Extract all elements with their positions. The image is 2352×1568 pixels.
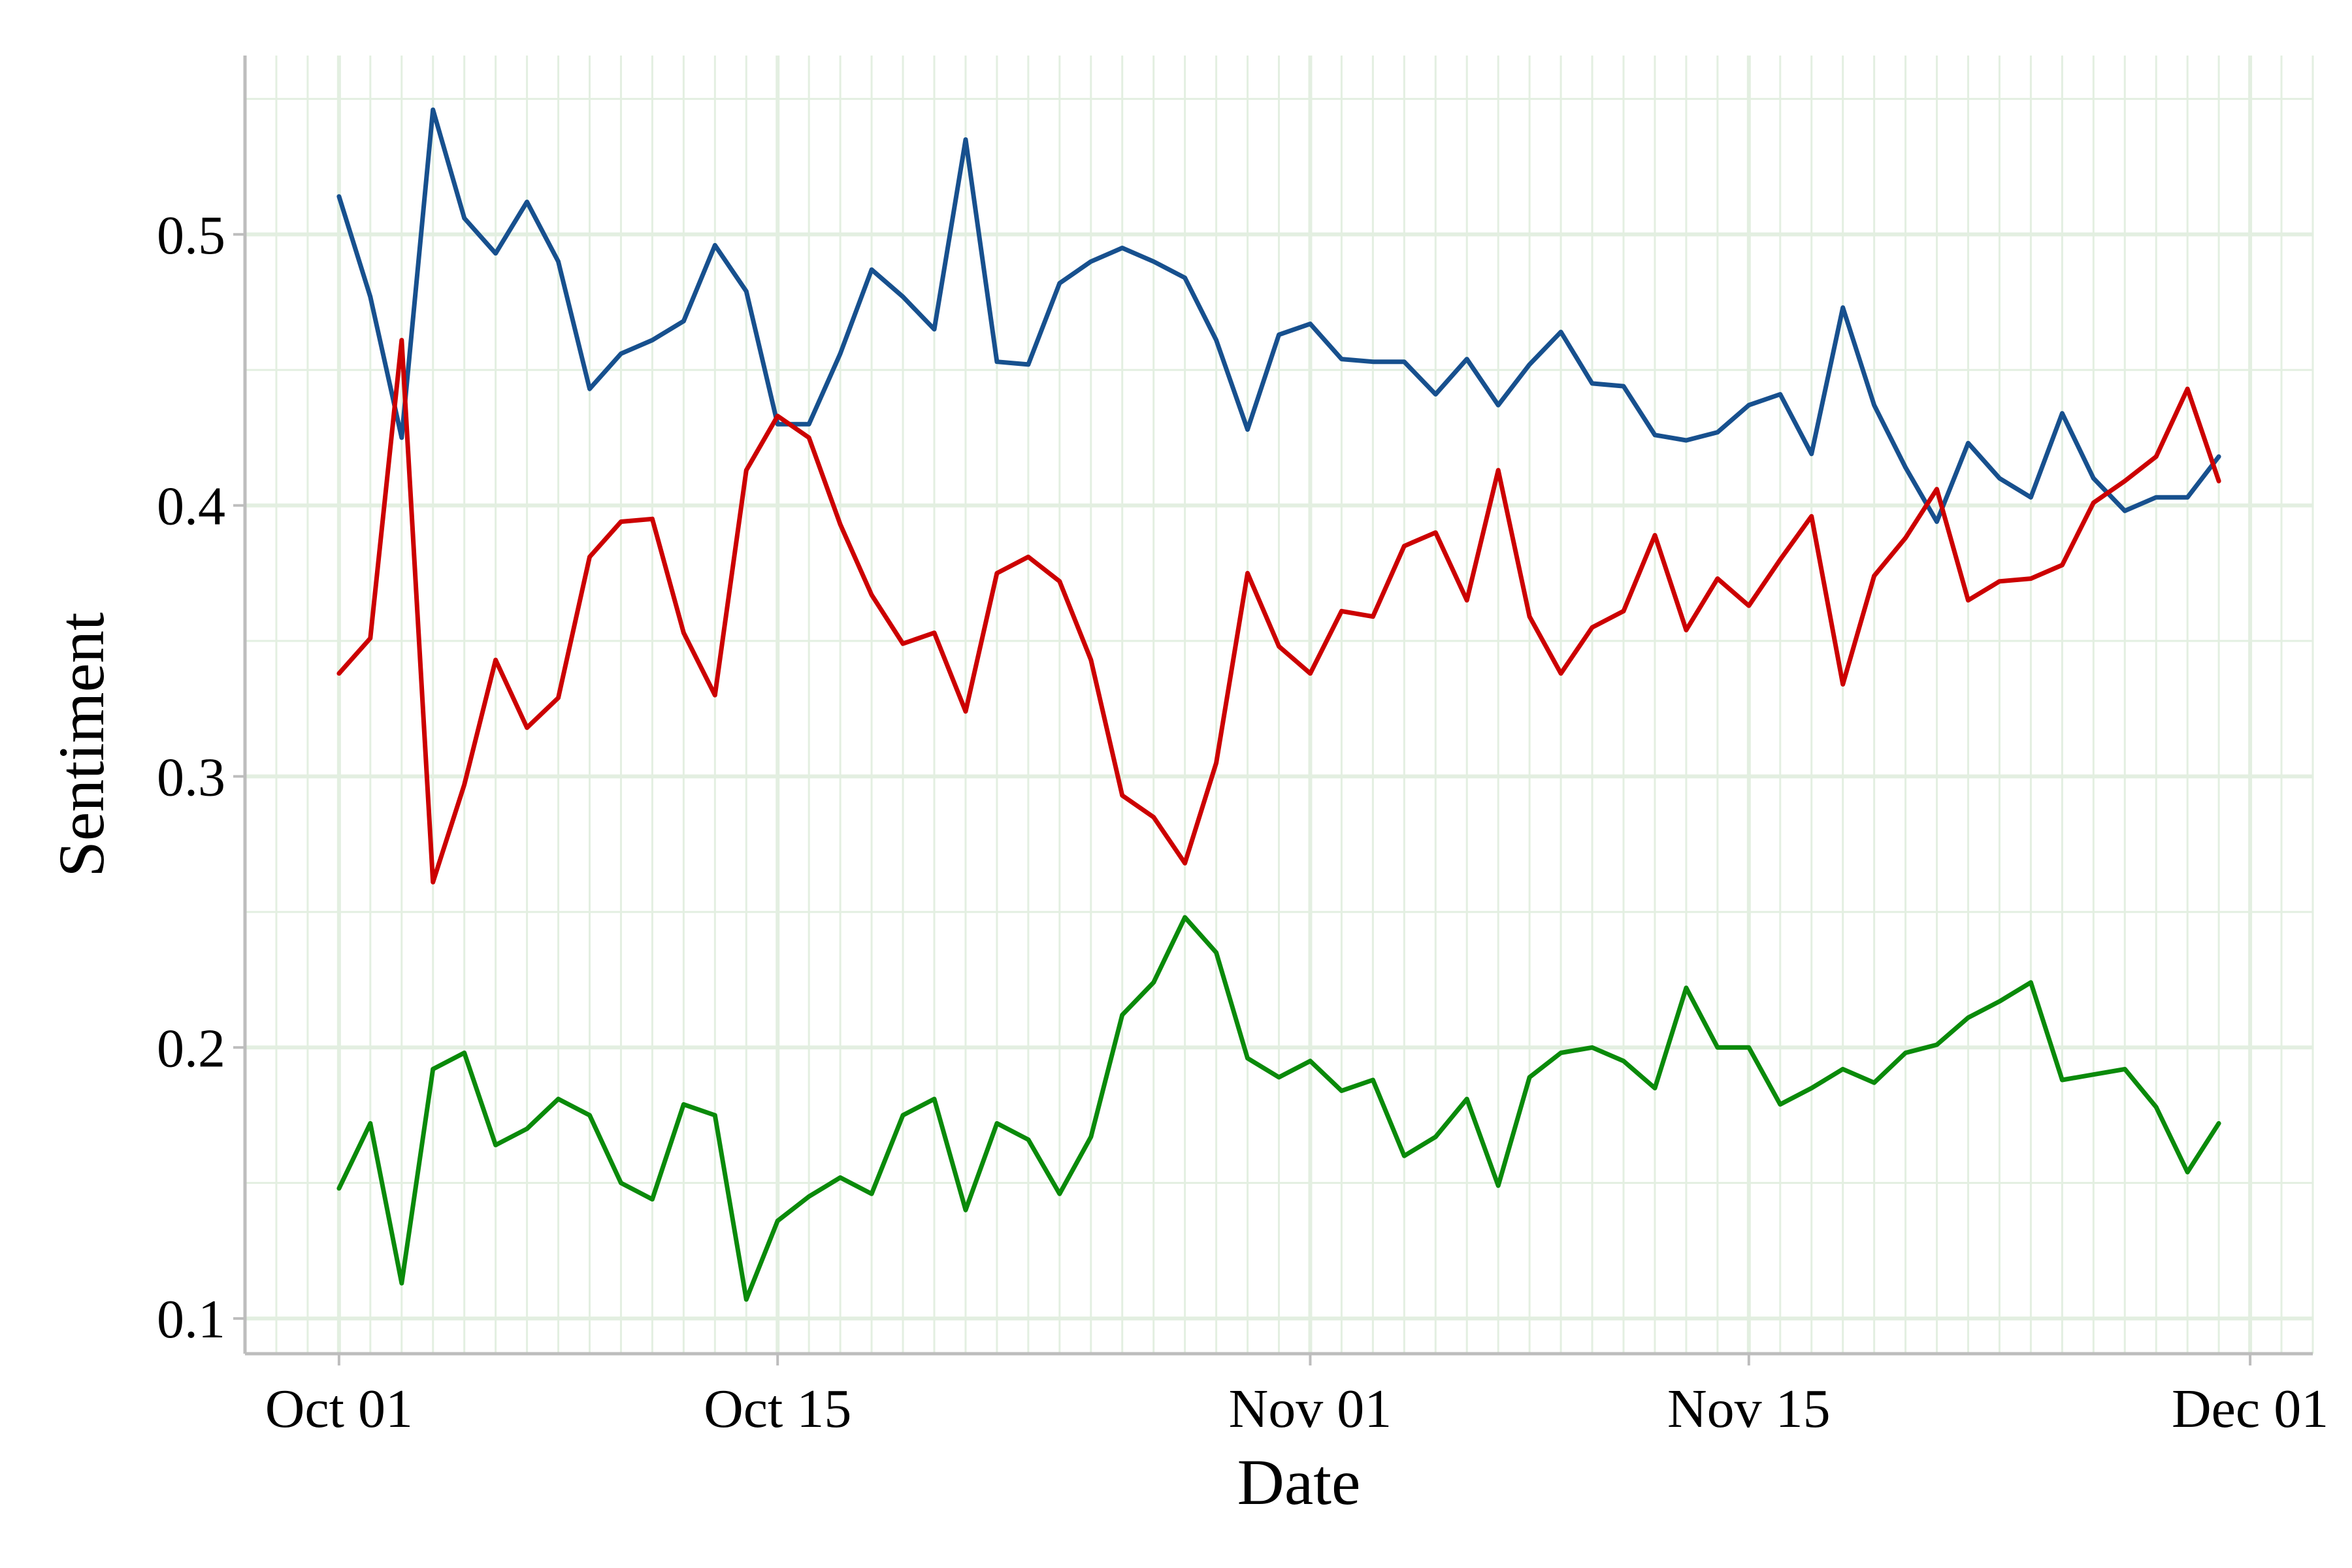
x-axis-title: Date xyxy=(1237,1446,1361,1518)
x-tick-label: Dec 01 xyxy=(2172,1379,2328,1439)
minor-grid xyxy=(244,56,2314,1354)
x-tick-label: Nov 15 xyxy=(1667,1379,1831,1439)
y-tick-label: 0.2 xyxy=(157,1018,225,1079)
x-tick-label: Nov 01 xyxy=(1229,1379,1392,1439)
y-tick-label: 0.3 xyxy=(157,747,225,808)
x-tick-label: Oct 01 xyxy=(265,1379,413,1439)
y-tick-label: 0.4 xyxy=(157,476,225,537)
major-grid xyxy=(245,56,2313,1354)
tick-labels: 0.1 0.2 0.3 0.4 0.5 Oct 01 Oct 15 Nov 01 Nov 15 D… xyxy=(157,205,2328,1439)
series-line-3 xyxy=(336,915,2221,1302)
series-layer xyxy=(336,107,2221,1302)
series-line-2 xyxy=(336,338,2221,885)
x-tick-label: Oct 15 xyxy=(704,1379,851,1439)
series-line-1 xyxy=(336,107,2221,524)
y-tick-label: 0.5 xyxy=(157,205,225,266)
y-axis-title: Sentiment xyxy=(45,612,118,877)
y-tick-label: 0.1 xyxy=(157,1289,225,1350)
axes xyxy=(233,56,2313,1365)
